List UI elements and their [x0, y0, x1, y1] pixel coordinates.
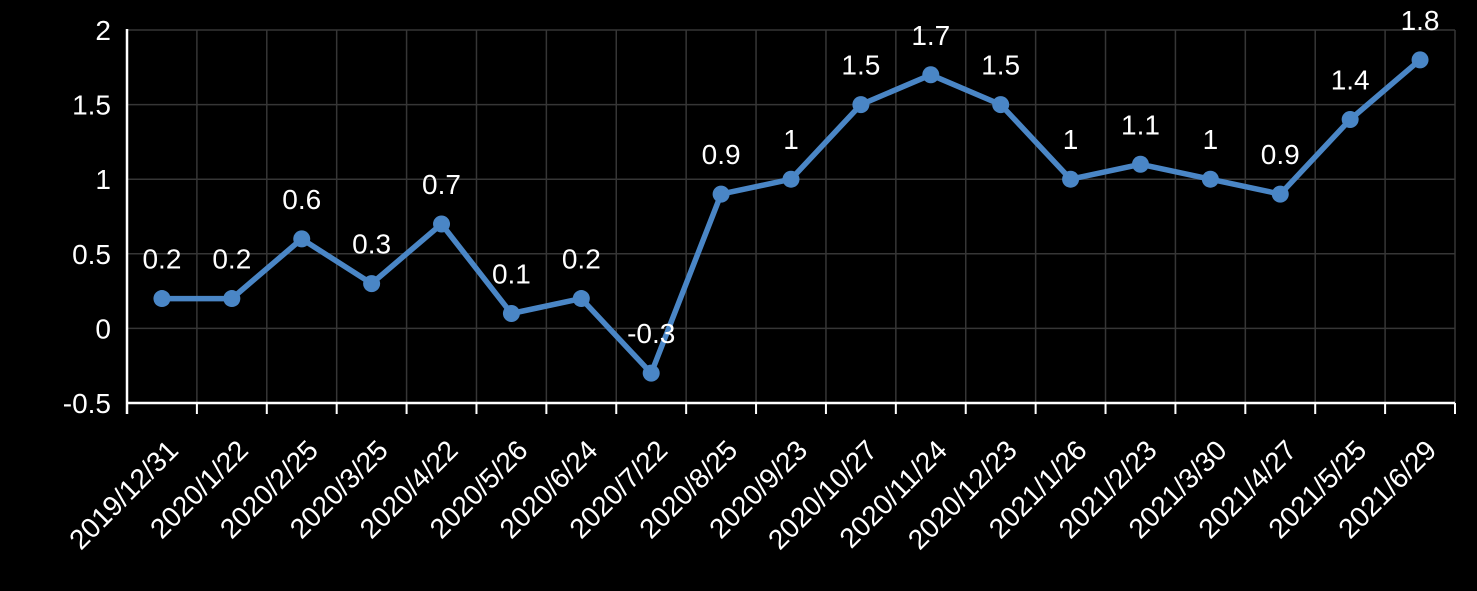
data-point-marker [712, 185, 730, 203]
data-point-marker [1062, 170, 1080, 188]
data-point-marker [433, 215, 451, 233]
labels-layer: 0.2 0.2 0.6 0.3 0.7 0.1 0.2 -0.3 0.9 1 1.5 1.7 1.5 1 1… [63, 5, 1443, 555]
data-point-marker [852, 96, 870, 114]
data-point-marker [363, 275, 381, 293]
data-point-marker [642, 364, 660, 382]
data-label: 1 [783, 124, 799, 155]
data-point-marker [782, 170, 800, 188]
data-label: 1.8 [1401, 5, 1440, 36]
data-point-marker [572, 290, 590, 308]
y-axis-tick-label: 0 [95, 313, 111, 344]
axes-layer [125, 29, 1456, 414]
data-label: 0.1 [492, 258, 531, 289]
data-label: 0.9 [702, 139, 741, 170]
data-label: 0.2 [562, 244, 601, 275]
data-point-marker [1341, 111, 1359, 129]
y-axis-tick-label: 0.5 [72, 239, 111, 270]
data-label: 0.2 [212, 244, 251, 275]
data-label: 0.7 [422, 169, 461, 200]
data-point-marker [1131, 155, 1149, 173]
data-label: 0.2 [142, 244, 181, 275]
data-point-marker [293, 230, 311, 248]
data-point-marker [992, 96, 1010, 114]
data-point-marker [1411, 51, 1429, 69]
series-layer [153, 51, 1429, 382]
data-label: 0.6 [282, 184, 321, 215]
data-label: 0.3 [352, 229, 391, 260]
data-label: -0.3 [627, 318, 675, 349]
series-line [159, 57, 1423, 376]
gridlines-layer [126, 29, 1456, 404]
data-label: 1.5 [981, 50, 1020, 81]
data-point-marker [1271, 185, 1289, 203]
data-point-marker [153, 290, 171, 308]
data-label: 1 [1063, 124, 1079, 155]
data-label: 1 [1203, 124, 1219, 155]
data-label: 1.7 [911, 20, 950, 51]
data-point-marker [502, 304, 520, 322]
data-label: 1.4 [1331, 65, 1370, 96]
data-label: 0.9 [1261, 139, 1300, 170]
y-axis-tick-label: 1 [95, 164, 111, 195]
data-label: 1.5 [841, 50, 880, 81]
y-axis-tick-label: -0.5 [63, 388, 111, 419]
data-point-marker [922, 66, 940, 84]
y-axis-tick-label: 1.5 [72, 90, 111, 121]
y-axis-tick-label: 2 [95, 15, 111, 46]
data-point-marker [1201, 170, 1219, 188]
data-point-marker [223, 290, 241, 308]
data-label: 1.1 [1121, 109, 1160, 140]
